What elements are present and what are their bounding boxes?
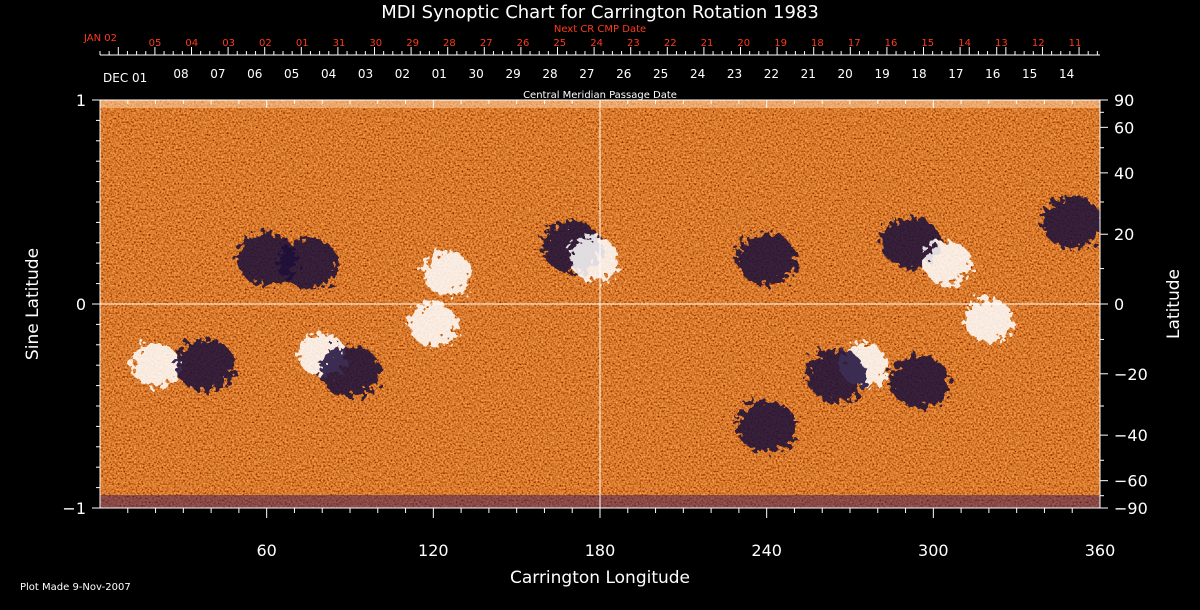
- cmp-date-labels: 08 07 06 05 04 03 02 01 30 29 28 27 26 25 24 23 22 21 20 19…: [173, 67, 1074, 81]
- y-right-tick-label: 90: [1114, 91, 1134, 110]
- cmp-date-label: 01: [432, 67, 447, 81]
- next-cr-date-label: 05: [149, 38, 162, 49]
- y-left-tick-label: 1: [76, 91, 86, 110]
- cmp-date-label: 28: [542, 67, 557, 81]
- y-axis-label-left: Sine Latitude: [23, 248, 43, 360]
- cmp-date-label: 22: [764, 67, 779, 81]
- cmp-date-label: 21: [801, 67, 816, 81]
- cmp-date-label: 29: [505, 67, 520, 81]
- x-axis-label: Carrington Longitude: [510, 568, 690, 588]
- cmp-date-label: 18: [911, 67, 926, 81]
- y-right-tick-label: 0: [1114, 295, 1124, 314]
- cmp-date-label: 23: [727, 67, 742, 81]
- next-cr-date-label: 15: [921, 38, 934, 49]
- next-cr-date-label: 27: [480, 38, 493, 49]
- magnetic-region-positive: [423, 251, 472, 296]
- cmp-date-label: 16: [985, 67, 1000, 81]
- magnetic-region-negative: [889, 355, 950, 408]
- x-tick-label: 180: [585, 541, 616, 560]
- cmp-date-label: 02: [395, 67, 410, 81]
- magnetic-region-positive: [923, 241, 972, 286]
- cmp-start-label: DEC 01: [103, 71, 147, 85]
- cmp-date-label: 15: [1022, 67, 1037, 81]
- next-cr-caption: Next CR CMP Date: [554, 24, 646, 35]
- next-cr-date-label: 24: [590, 38, 603, 49]
- y-axis-label-right: Latitude: [1164, 269, 1184, 339]
- next-cr-date-label: 17: [848, 38, 861, 49]
- cmp-date-label: 20: [838, 67, 853, 81]
- next-cr-date-label: 18: [811, 38, 824, 49]
- y-right-tick-label: 60: [1114, 118, 1134, 137]
- x-tick-label: 300: [918, 541, 949, 560]
- cmp-date-label: 05: [284, 67, 299, 81]
- next-cr-date-label: 26: [517, 38, 530, 49]
- x-tick-label: 240: [751, 541, 782, 560]
- y-right-tick-label: −60: [1114, 472, 1148, 491]
- cmp-date-label: 07: [210, 67, 225, 81]
- plot-made-note: Plot Made 9-Nov-2007: [20, 582, 131, 593]
- x-tick-label: 60: [256, 541, 276, 560]
- next-cr-date-label: 21: [701, 38, 714, 49]
- cmp-date-label: 04: [321, 67, 336, 81]
- magnetic-region-negative: [736, 233, 797, 286]
- next-cr-start-label: JAN 02: [83, 33, 117, 44]
- cmp-caption: Central Meridian Passage Date: [523, 90, 677, 101]
- next-cr-date-label: 02: [259, 38, 272, 49]
- cmp-date-label: 24: [690, 67, 705, 81]
- cmp-date-label: 27: [579, 67, 594, 81]
- y-axis-left: 1 0 −1: [62, 91, 100, 518]
- y-right-tick-label: −90: [1114, 499, 1148, 518]
- magnetic-region-negative: [1042, 196, 1100, 249]
- y-right-tick-label: −40: [1114, 426, 1148, 445]
- y-right-tick-label: 40: [1114, 164, 1134, 183]
- cmp-date-label: 17: [948, 67, 963, 81]
- x-axis: 60 120 180 240 300 360: [127, 100, 1116, 560]
- next-cr-date-label: 11: [1069, 38, 1082, 49]
- next-cr-date-label: 20: [737, 38, 750, 49]
- chart-title: MDI Synoptic Chart for Carrington Rotati…: [381, 2, 819, 23]
- cmp-date-label: 26: [616, 67, 631, 81]
- magnetic-region-positive: [409, 302, 458, 347]
- y-left-tick-label: −1: [62, 499, 86, 518]
- magnetic-region-positive: [570, 237, 619, 282]
- cmp-date-label: 19: [874, 67, 889, 81]
- cmp-date-label: 14: [1059, 67, 1074, 81]
- cmp-date-label: 30: [469, 67, 484, 81]
- x-tick-label: 360: [1085, 541, 1116, 560]
- magnetic-region-positive: [131, 343, 180, 388]
- next-cr-date-label: 22: [664, 38, 677, 49]
- next-cr-date-label: 03: [222, 38, 235, 49]
- next-cr-date-label: 12: [1032, 38, 1045, 49]
- cmp-date-label: 06: [247, 67, 262, 81]
- next-cr-date-label: 04: [185, 38, 198, 49]
- x-tick-label: 120: [418, 541, 449, 560]
- magnetic-region-negative: [278, 237, 339, 290]
- next-cr-axis-ticks: 05 04 03 02 01 31 30 29 28 27 26 25 24 23 22 21 20 19 18 17…: [99, 38, 1098, 55]
- magnetic-region-negative: [175, 339, 236, 392]
- cmp-date-label: 08: [173, 67, 188, 81]
- next-cr-date-label: 31: [333, 38, 346, 49]
- cmp-date-label: 25: [653, 67, 668, 81]
- next-cr-date-label: 16: [885, 38, 898, 49]
- y-left-tick-label: 0: [76, 295, 86, 314]
- next-cr-date-label: 14: [958, 38, 971, 49]
- next-cr-date-label: 28: [443, 38, 456, 49]
- magnetic-region-negative: [320, 345, 380, 398]
- next-cr-date-label: 13: [995, 38, 1008, 49]
- next-cr-date-label: 19: [774, 38, 787, 49]
- y-axis-right: 90 60 40 20 0 −20 −40 −60 −90: [1100, 91, 1148, 518]
- y-right-tick-label: −20: [1114, 365, 1148, 384]
- magnetic-region-negative: [806, 349, 867, 402]
- magnetic-region-negative: [736, 400, 797, 453]
- next-cr-date-label: 25: [553, 38, 566, 49]
- magnetic-region-positive: [964, 298, 1013, 343]
- next-cr-date-label: 23: [627, 38, 640, 49]
- next-cr-date-label: 01: [296, 38, 309, 49]
- cmp-date-label: 03: [358, 67, 373, 81]
- next-cr-date-label: 30: [369, 38, 382, 49]
- next-cr-date-label: 29: [406, 38, 419, 49]
- y-right-tick-label: 20: [1114, 225, 1134, 244]
